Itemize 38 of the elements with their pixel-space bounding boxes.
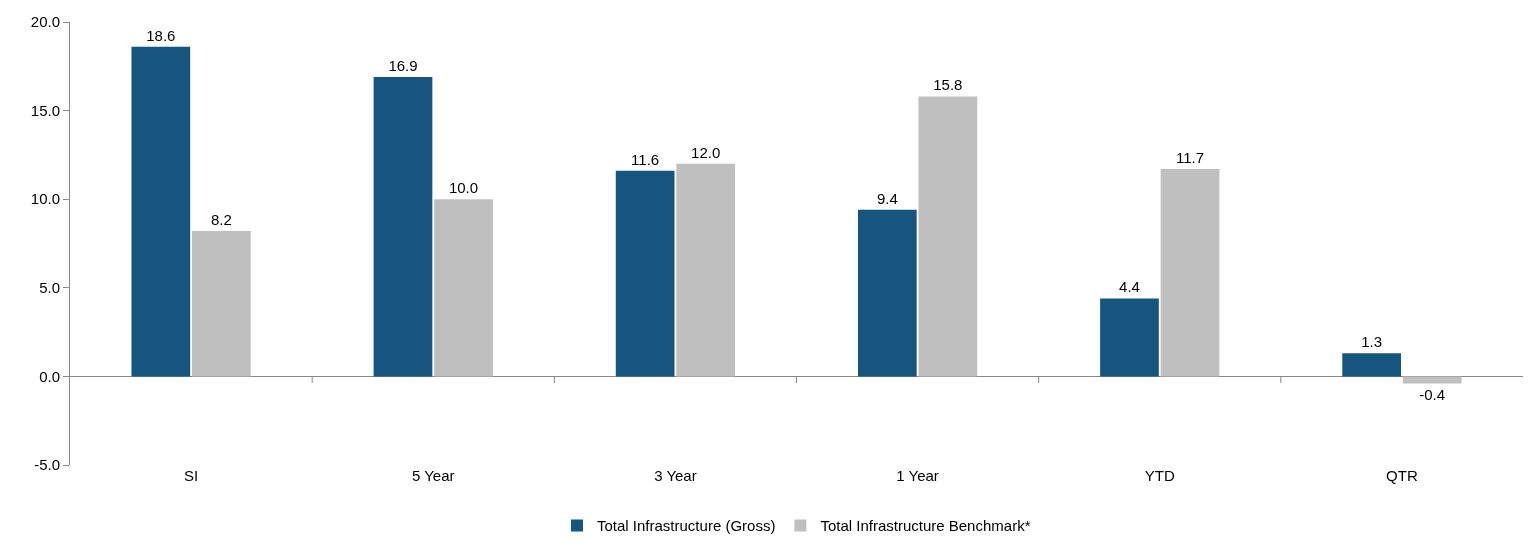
data-label: 9.4 — [876, 189, 898, 207]
bar — [615, 170, 675, 377]
bar — [1100, 298, 1159, 377]
x-tick-label: 1 Year — [896, 467, 939, 484]
bar — [1342, 353, 1402, 377]
data-label: 10.0 — [448, 179, 479, 197]
data-label: 4.4 — [1119, 278, 1140, 296]
x-tick-label: YTD — [1144, 467, 1175, 484]
legend-label: Total Infrastructure Benchmark* — [820, 517, 1031, 535]
y-tick-label: -5.0 — [34, 456, 60, 474]
bar — [918, 96, 978, 377]
data-label: 15.8 — [933, 76, 963, 94]
data-label: 12.0 — [691, 143, 721, 161]
x-tick-label: 5 Year — [411, 467, 455, 484]
data-label: 11.6 — [631, 150, 660, 168]
data-label: -0.4 — [1419, 386, 1446, 404]
bar — [1402, 376, 1462, 384]
x-tick-label: QTR — [1386, 467, 1418, 484]
bar — [676, 163, 736, 377]
bar — [1160, 169, 1220, 377]
y-tick-label: 5.0 — [39, 279, 60, 297]
data-label: 1.3 — [1361, 333, 1383, 351]
y-tick-label: 15.0 — [30, 101, 60, 119]
bar — [131, 46, 191, 377]
y-tick-label: 0.0 — [39, 367, 60, 385]
bar — [857, 209, 917, 377]
data-label: 16.9 — [388, 56, 418, 74]
data-label: 18.6 — [146, 26, 176, 44]
x-tick-label: 3 Year — [654, 467, 697, 484]
y-tick-label: 10.0 — [30, 190, 60, 208]
bar — [191, 231, 251, 377]
bar — [434, 199, 493, 377]
bar — [373, 76, 433, 377]
x-tick-label: SI — [183, 467, 199, 484]
legend-label: Total Infrastructure (Gross) — [597, 517, 776, 535]
data-label: 8.2 — [210, 211, 232, 229]
data-label: 11.7 — [1175, 149, 1205, 167]
y-tick-label: 20.0 — [30, 13, 60, 31]
